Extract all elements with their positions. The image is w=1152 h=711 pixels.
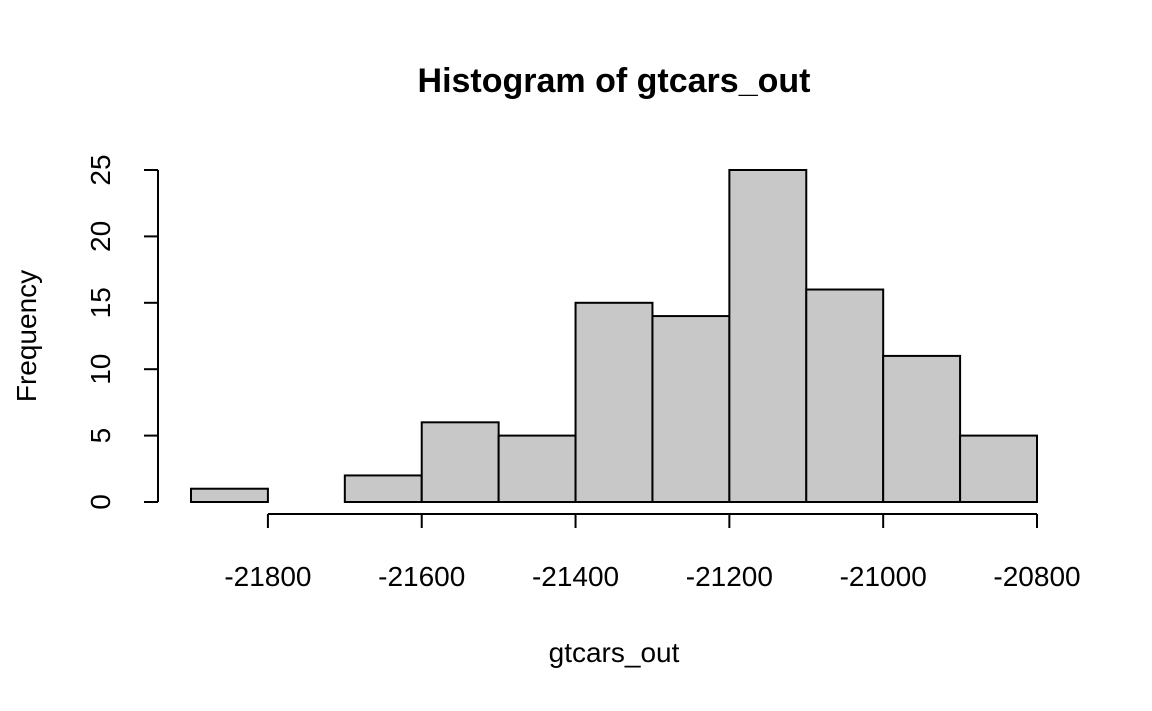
x-tick-label-0: -21800 xyxy=(224,561,311,592)
histogram-bar-2 xyxy=(343,474,423,504)
y-tick-label-4: 20 xyxy=(85,221,116,252)
y-axis: 0 5 10 15 20 25 xyxy=(85,154,159,510)
chart-title: Histogram of gtcars_out xyxy=(418,62,811,100)
histogram-bar-4 xyxy=(497,434,577,504)
x-tick-label-3: -21200 xyxy=(686,561,773,592)
histogram-bar-5 xyxy=(574,301,654,503)
y-tick-label-2: 10 xyxy=(85,354,116,385)
histogram-bar-3 xyxy=(420,421,500,504)
x-tick-label-4: -21000 xyxy=(840,561,927,592)
y-tick-label-3: 15 xyxy=(85,287,116,318)
histogram-bar-9 xyxy=(882,354,962,504)
y-axis-label: Frequency xyxy=(11,270,42,402)
bars-group xyxy=(190,169,1038,504)
y-tick-label-5: 25 xyxy=(85,154,116,185)
y-tick-label-1: 5 xyxy=(85,428,116,444)
x-tick-label-5: -20800 xyxy=(993,561,1080,592)
histogram-bar-0 xyxy=(190,487,269,504)
histogram-bar-8 xyxy=(805,288,885,503)
y-tick-label-0: 0 xyxy=(85,494,116,510)
histogram-bar-7 xyxy=(728,169,808,503)
x-tick-label-1: -21600 xyxy=(378,561,465,592)
x-axis-label: gtcars_out xyxy=(549,637,680,668)
histogram-bar-6 xyxy=(651,315,731,503)
x-tick-label-2: -21400 xyxy=(532,561,619,592)
x-axis: -21800 -21600 -21400 -21200 -21000 -20800 xyxy=(224,513,1081,592)
histogram-bar-10 xyxy=(959,434,1038,504)
